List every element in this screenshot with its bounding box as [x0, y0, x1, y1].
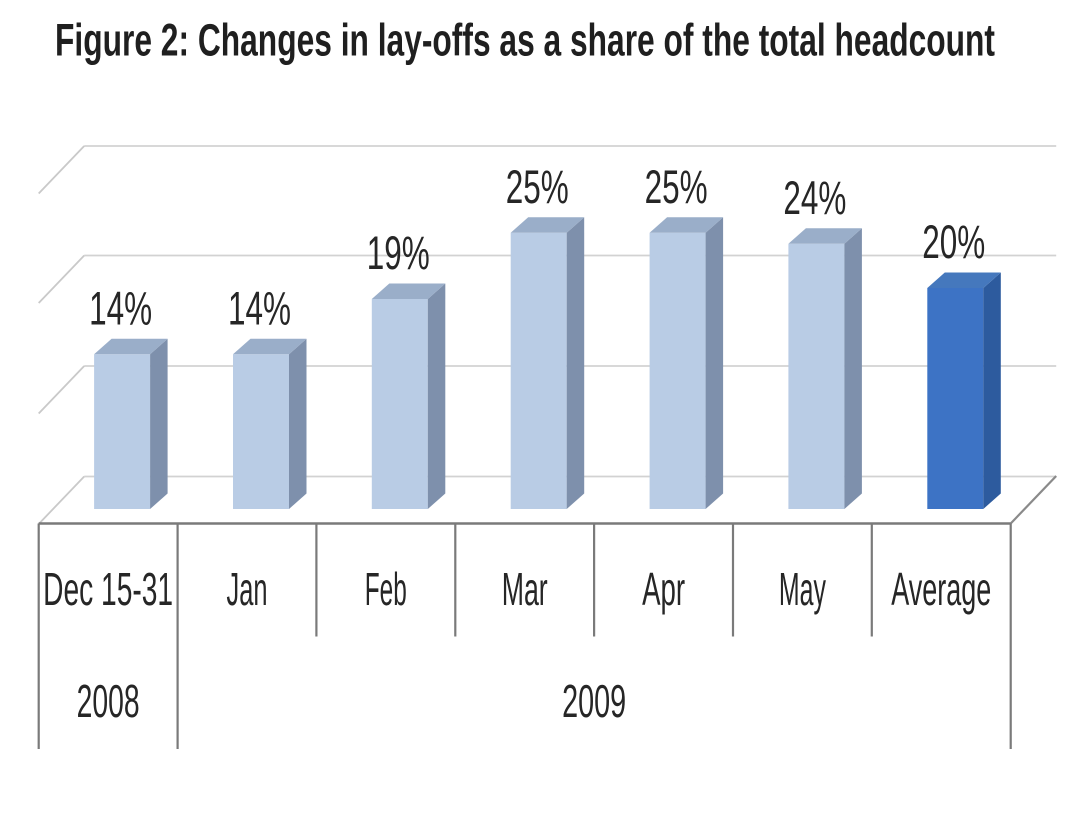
svg-text:2008: 2008: [77, 675, 140, 727]
svg-text:24%: 24%: [783, 171, 846, 224]
svg-text:25%: 25%: [645, 160, 708, 213]
svg-text:Figure 2: Changes in lay-offs: Figure 2: Changes in lay-offs as a share…: [55, 15, 995, 66]
svg-text:14%: 14%: [89, 281, 152, 334]
svg-text:Apr: Apr: [642, 563, 685, 615]
svg-text:Jan: Jan: [227, 563, 268, 615]
svg-text:25%: 25%: [506, 160, 569, 213]
svg-text:19%: 19%: [367, 226, 430, 279]
svg-text:Mar: Mar: [502, 563, 548, 615]
svg-text:20%: 20%: [922, 215, 985, 268]
svg-text:Feb: Feb: [365, 563, 407, 615]
svg-text:May: May: [779, 563, 826, 615]
svg-text:14%: 14%: [228, 281, 291, 334]
svg-text:Average: Average: [891, 563, 991, 615]
svg-text:2009: 2009: [562, 675, 626, 727]
svg-text:Dec 15-31: Dec 15-31: [43, 563, 173, 615]
